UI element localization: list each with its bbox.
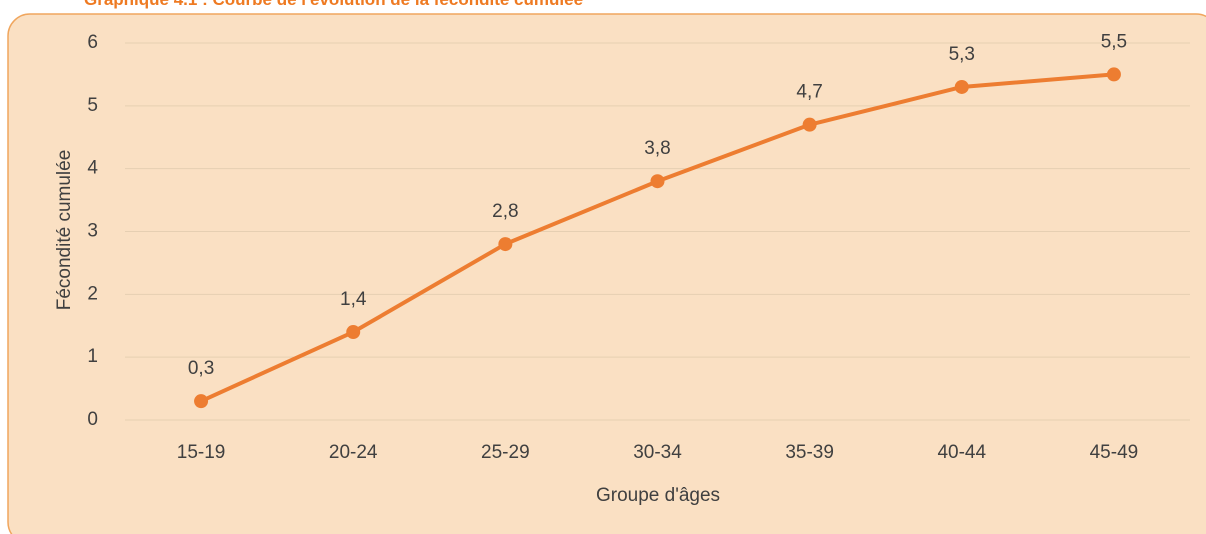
data-label: 2,8	[492, 201, 518, 222]
x-tick-label: 45-49	[1090, 442, 1139, 463]
data-point	[802, 117, 817, 132]
x-tick-label: 40-44	[937, 442, 986, 463]
x-axis-label: Groupe d'âges	[596, 485, 720, 506]
x-tick-label: 20-24	[329, 442, 378, 463]
data-label: 5,5	[1101, 31, 1127, 52]
y-tick-label: 0	[87, 409, 98, 430]
data-label: 3,8	[644, 138, 670, 159]
data-point	[954, 79, 969, 94]
x-tick-label: 25-29	[481, 442, 530, 463]
data-label: 0,3	[188, 358, 214, 379]
x-tick-label: 15-19	[177, 442, 226, 463]
chart-panel	[7, 13, 1206, 534]
x-tick-label: 35-39	[785, 442, 834, 463]
y-tick-label: 6	[87, 32, 98, 53]
y-tick-label: 1	[87, 346, 98, 367]
data-point	[346, 325, 361, 340]
x-tick-label: 30-34	[633, 442, 682, 463]
y-tick-label: 3	[87, 221, 98, 242]
y-axis-label: Fécondité cumulée	[54, 150, 75, 311]
y-tick-label: 4	[87, 158, 98, 179]
data-point	[194, 394, 209, 409]
y-tick-label: 2	[87, 283, 98, 304]
y-tick-label: 5	[87, 95, 98, 116]
chart-title: Graphique 4.1 : Courbe de l'évolution de…	[84, 0, 583, 9]
data-point	[498, 237, 513, 252]
data-label: 5,3	[949, 44, 975, 65]
data-label: 1,4	[340, 289, 367, 310]
data-point	[650, 174, 665, 189]
data-label: 4,7	[796, 82, 822, 103]
data-point	[1106, 67, 1121, 82]
